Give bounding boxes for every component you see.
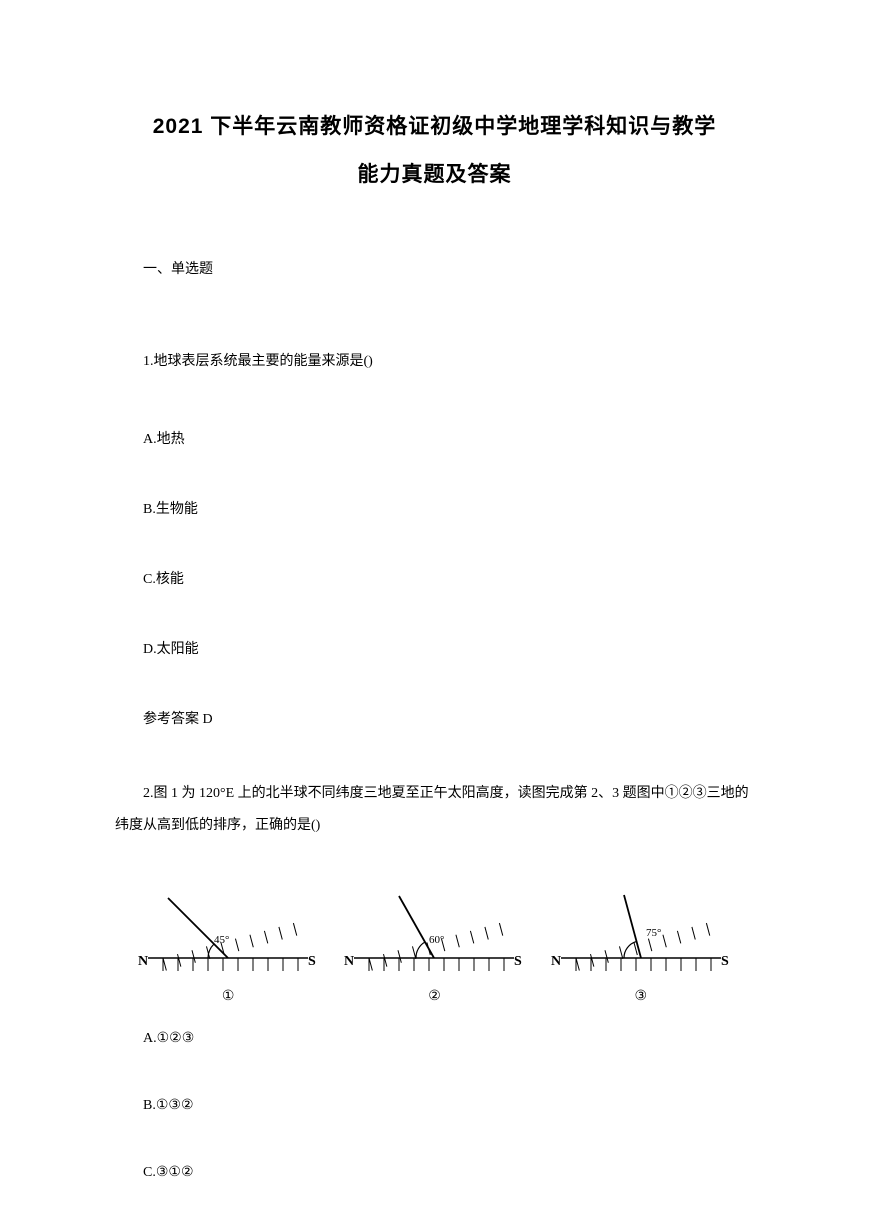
- angle-label-2: 60°: [429, 934, 444, 946]
- s-label-2: S: [514, 954, 522, 969]
- s-label-1: S: [308, 954, 316, 969]
- diagram-3: 75° N S: [551, 893, 731, 978]
- diagram-label-1: ①: [138, 988, 318, 1005]
- diagram-container: 45° N S 60° N S: [115, 893, 754, 978]
- section-header: 一、单选题: [115, 258, 754, 278]
- n-label-2: N: [344, 954, 354, 969]
- question-1-option-d: D.太阳能: [115, 638, 754, 658]
- page-title-line-1: 2021 下半年云南教师资格证初级中学地理学科知识与教学: [115, 110, 754, 140]
- page-title-line-2: 能力真题及答案: [115, 158, 754, 188]
- question-1-option-c: C.核能: [115, 568, 754, 588]
- angle-label-1: 45°: [214, 934, 229, 946]
- question-1-text: 1.地球表层系统最主要的能量来源是(): [115, 346, 754, 378]
- diagram-1: 45° N S: [138, 893, 318, 978]
- diagram-label-2: ②: [344, 988, 524, 1005]
- question-1-answer: 参考答案 D: [115, 708, 754, 728]
- diagram-2: 60° N S: [344, 893, 524, 978]
- question-2-option-b: B.①③②: [115, 1097, 754, 1114]
- s-label-3: S: [721, 954, 729, 969]
- diagram-labels: ① ② ③: [115, 988, 754, 1005]
- n-label-1: N: [138, 954, 148, 969]
- question-1-option-a: A.地热: [115, 428, 754, 448]
- question-2-option-c: C.③①②: [115, 1164, 754, 1181]
- diagram-label-3: ③: [551, 988, 731, 1005]
- question-2-option-a: A.①②③: [115, 1030, 754, 1047]
- question-1-option-b: B.生物能: [115, 498, 754, 518]
- n-label-3: N: [551, 954, 561, 969]
- angle-label-3: 75°: [646, 927, 661, 939]
- question-2-text: 2.图 1 为 120°E 上的北半球不同纬度三地夏至正午太阳高度，读图完成第 …: [115, 778, 754, 842]
